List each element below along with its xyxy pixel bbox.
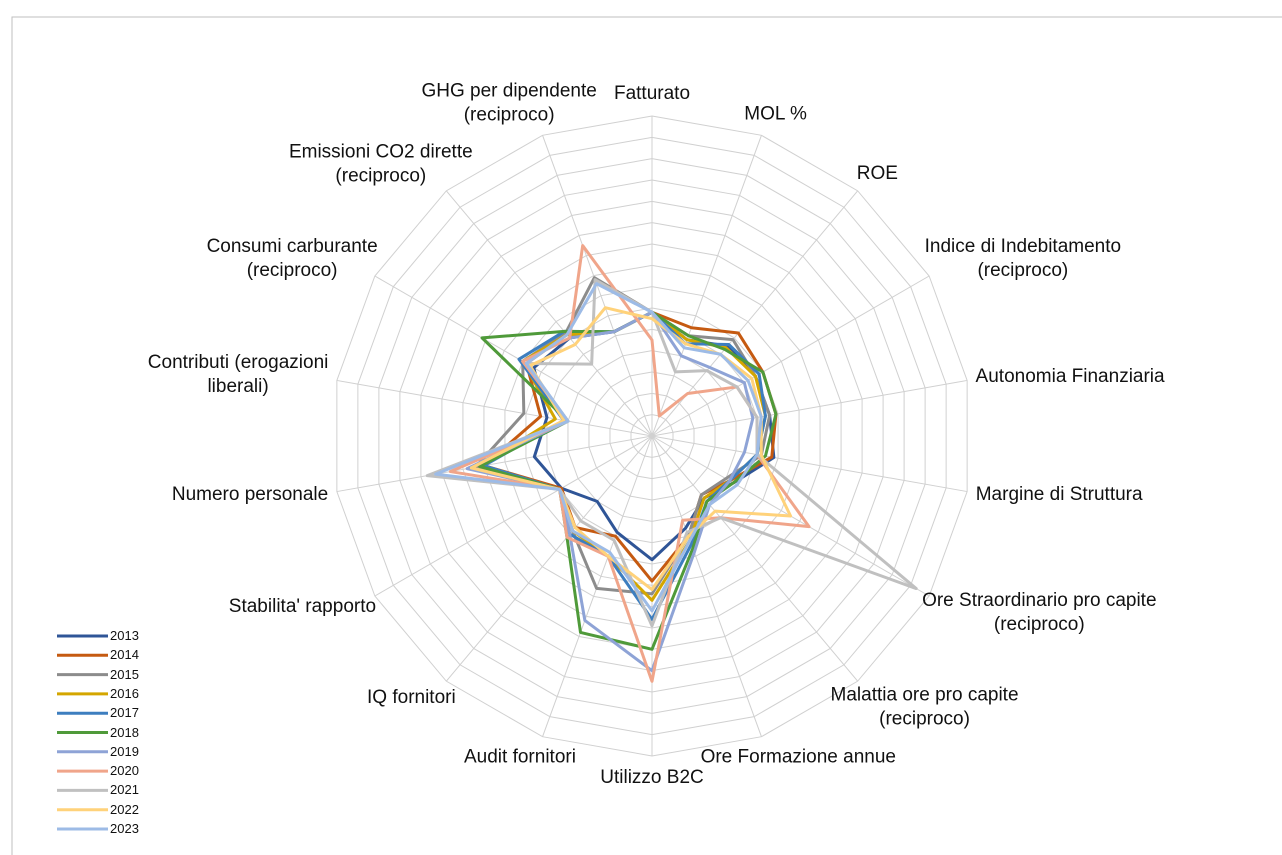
- legend-label: 2014: [110, 647, 139, 663]
- spoke: [374, 275, 653, 437]
- spoke: [336, 379, 653, 437]
- legend-label: 2016: [110, 685, 139, 701]
- axis-label: Consumi carburante (reciproco): [206, 236, 378, 281]
- series-line: [434, 282, 763, 613]
- axis-label: Contributi (erogazioni liberali): [147, 351, 329, 397]
- axis-label: Ore Straordinario pro capite (reciproco): [922, 590, 1157, 635]
- legend-label: 2019: [110, 743, 139, 759]
- legend-label: 2022: [110, 801, 139, 817]
- spoke: [651, 435, 762, 737]
- legend-label: 2015: [110, 666, 139, 682]
- spoke: [374, 435, 653, 597]
- spoke: [445, 435, 653, 682]
- axis-label: Utilizzo B2C: [600, 767, 704, 788]
- axis-label: ROE: [856, 163, 898, 185]
- axis-label: MOL %: [744, 103, 807, 125]
- legend-label: 2013: [110, 628, 139, 643]
- legend-label: 2017: [110, 705, 139, 721]
- series-line: [478, 310, 778, 651]
- axis-label: Numero personale: [171, 484, 329, 506]
- legend-label: 2023: [110, 821, 139, 836]
- axis-label: IQ fornitori: [367, 686, 456, 708]
- axis-label: Emissioni CO2 dirette (reciproco): [288, 141, 473, 187]
- axis-label: GHG per dipendente (reciproco): [421, 80, 597, 126]
- spoke: [651, 275, 930, 437]
- axis-label: Fatturato: [613, 83, 691, 104]
- series-line: [482, 310, 767, 621]
- axis-label: Ore Formazione annue: [700, 746, 896, 768]
- spoke: [651, 435, 859, 682]
- spoke: [651, 379, 968, 437]
- spoke: [445, 190, 653, 437]
- axis-label: Audit fornitori: [464, 746, 576, 768]
- spoke: [651, 435, 968, 493]
- spoke: [336, 435, 653, 493]
- legend-label: 2020: [110, 763, 139, 779]
- legend-label: 2018: [110, 724, 139, 740]
- spoke: [651, 135, 762, 437]
- legend-label: 2021: [110, 782, 139, 798]
- axis-label: Indice di Indebitamento (reciproco): [924, 236, 1122, 281]
- axis-label: Margine di Struttura: [975, 484, 1143, 506]
- axis-label: Malattia ore pro capite (reciproco): [830, 684, 1019, 730]
- series-line: [469, 306, 793, 592]
- chart-border: [11, 16, 1282, 855]
- axis-label: Stabilita' rapporto: [228, 596, 377, 617]
- axis-label: Autonomia Finanziaria: [975, 365, 1165, 387]
